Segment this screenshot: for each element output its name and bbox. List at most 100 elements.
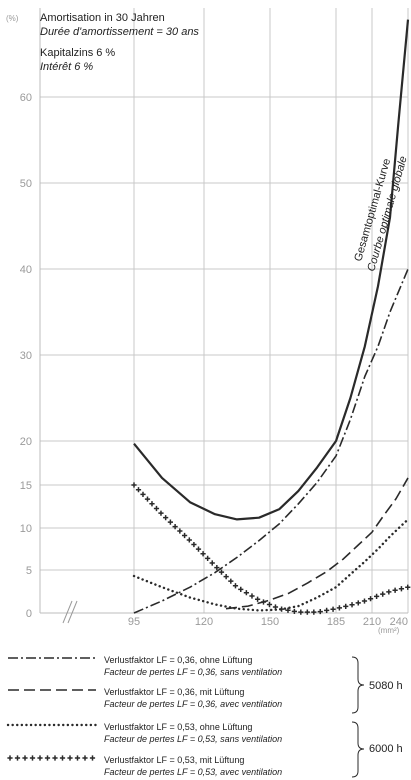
series-mark — [343, 603, 349, 609]
series-mark — [214, 564, 220, 571]
series-mark — [200, 551, 206, 557]
series-mark — [311, 609, 317, 615]
legend-swatch-mark — [22, 755, 28, 761]
group-label-1: 5080 h — [369, 680, 403, 692]
series-mark — [149, 501, 155, 507]
legend: Verlustfaktor LF = 0,36, ohne Lüftung Fa… — [6, 655, 403, 778]
series-lf053_no_vent — [132, 518, 410, 612]
y-tick-label: 30 — [20, 350, 32, 362]
series-mark — [260, 599, 267, 605]
x-tick-label: 240 — [390, 616, 408, 628]
x-tick-label: 185 — [327, 616, 345, 628]
series-mark — [172, 523, 178, 530]
series-mark — [228, 578, 234, 584]
series-lf053_vent — [131, 482, 411, 615]
series-mark — [367, 596, 374, 602]
legend-label-de-2: Verlustfaktor LF = 0,36, mit Lüftung — [104, 687, 244, 697]
x-tick-label: 95 — [128, 616, 140, 628]
legend-label-fr-1: Facteur de pertes LF = 0,36, sans ventil… — [104, 667, 282, 677]
series-mark — [278, 606, 285, 612]
grid — [39, 8, 409, 614]
legend-swatch-mark — [52, 755, 58, 761]
series-mark — [140, 491, 146, 497]
legend-item-4: Verlustfaktor LF = 0,53, mit Lüftung Fac… — [7, 755, 282, 777]
series-mark — [405, 584, 411, 590]
axis-ticks: 5 10 15 20 30 40 50 60 0 95 120 150 185 210 240 — [20, 92, 408, 628]
legend-swatch-mark — [59, 755, 66, 761]
series-lf036_vent — [225, 477, 409, 610]
series-mark — [254, 596, 261, 602]
legend-label-fr-4: Facteur de pertes LF = 0,53, avec ventil… — [104, 767, 282, 777]
series-mark — [298, 609, 304, 615]
legend-item-1: Verlustfaktor LF = 0,36, ohne Lüftung Fa… — [8, 655, 282, 677]
series-mark — [380, 591, 386, 597]
series-mark — [317, 608, 323, 615]
legend-swatch-mark — [37, 755, 43, 761]
legend-label-de-1: Verlustfaktor LF = 0,36, ohne Lüftung — [104, 655, 252, 665]
y-tick-label: 5 — [26, 565, 32, 577]
series-mark — [195, 546, 202, 552]
legend-swatch-mark — [14, 755, 21, 761]
legend-label-fr-2: Facteur de pertes LF = 0,36, avec ventil… — [104, 699, 282, 709]
series-mark — [232, 583, 239, 589]
legend-swatch-mark — [67, 755, 73, 761]
series-mark — [361, 598, 368, 604]
series-mark — [205, 555, 211, 561]
axis-break-symbol — [62, 600, 78, 624]
legend-swatch-lf053-vent — [7, 755, 96, 761]
series-mark — [266, 601, 273, 608]
legend-swatch-mark — [7, 755, 13, 761]
header-line-4: Intérêt 6 % — [40, 61, 93, 73]
series-mark — [158, 510, 164, 516]
x-tick-label: 210 — [363, 616, 381, 628]
series-mark — [392, 587, 398, 593]
series-mark — [223, 574, 229, 580]
x-tick-label: 120 — [195, 616, 213, 628]
header-line-2: Durée d'amortissement = 30 ans — [40, 26, 199, 38]
series-mark — [135, 487, 142, 493]
y-tick-label: 15 — [20, 480, 32, 492]
series-mark — [144, 496, 151, 502]
legend-swatch-mark — [29, 755, 36, 761]
series-mark — [238, 586, 244, 593]
x-unit-label: (mm²) — [378, 626, 400, 635]
legend-label-de-3: Verlustfaktor LF = 0,53, ohne Lüftung — [104, 722, 252, 732]
legend-swatch-mark — [74, 755, 81, 761]
series-mark — [186, 537, 192, 543]
series-mark — [249, 593, 255, 599]
series-envelope — [133, 19, 410, 521]
series-mark — [153, 505, 160, 512]
series-mark — [304, 609, 310, 615]
series-mark — [209, 560, 215, 566]
y-tick-label-zero: 0 — [26, 608, 32, 620]
legend-label-de-4: Verlustfaktor LF = 0,53, mit Lüftung — [104, 755, 244, 765]
series-mark — [181, 532, 188, 539]
series-mark — [349, 602, 355, 608]
legend-swatch-mark — [44, 755, 51, 761]
legend-item-2: Verlustfaktor LF = 0,36, mit Lüftung Fac… — [8, 687, 282, 709]
series-lines — [131, 19, 411, 615]
series-mark — [218, 569, 225, 575]
group-brace-1 — [351, 656, 365, 714]
x-tick-label: 150 — [261, 616, 279, 628]
group-brace-2 — [351, 721, 365, 778]
series-mark — [243, 590, 249, 596]
series-mark — [272, 604, 279, 610]
series-mark — [191, 541, 197, 548]
series-mark — [398, 586, 405, 592]
header-line-1: Amortisation in 30 Jahren — [40, 12, 165, 24]
series-mark — [355, 600, 361, 606]
y-tick-label: 60 — [20, 92, 32, 104]
series-mark — [336, 605, 343, 611]
legend-swatch-mark — [89, 755, 96, 761]
series-lf036_no_vent — [133, 268, 409, 614]
series-mark — [167, 519, 173, 525]
series-mark — [374, 593, 380, 599]
y-tick-label: 50 — [20, 178, 32, 190]
series-mark — [131, 482, 137, 488]
y-tick-label: 10 — [20, 523, 32, 535]
series-mark — [177, 528, 183, 534]
series-mark — [163, 515, 169, 521]
